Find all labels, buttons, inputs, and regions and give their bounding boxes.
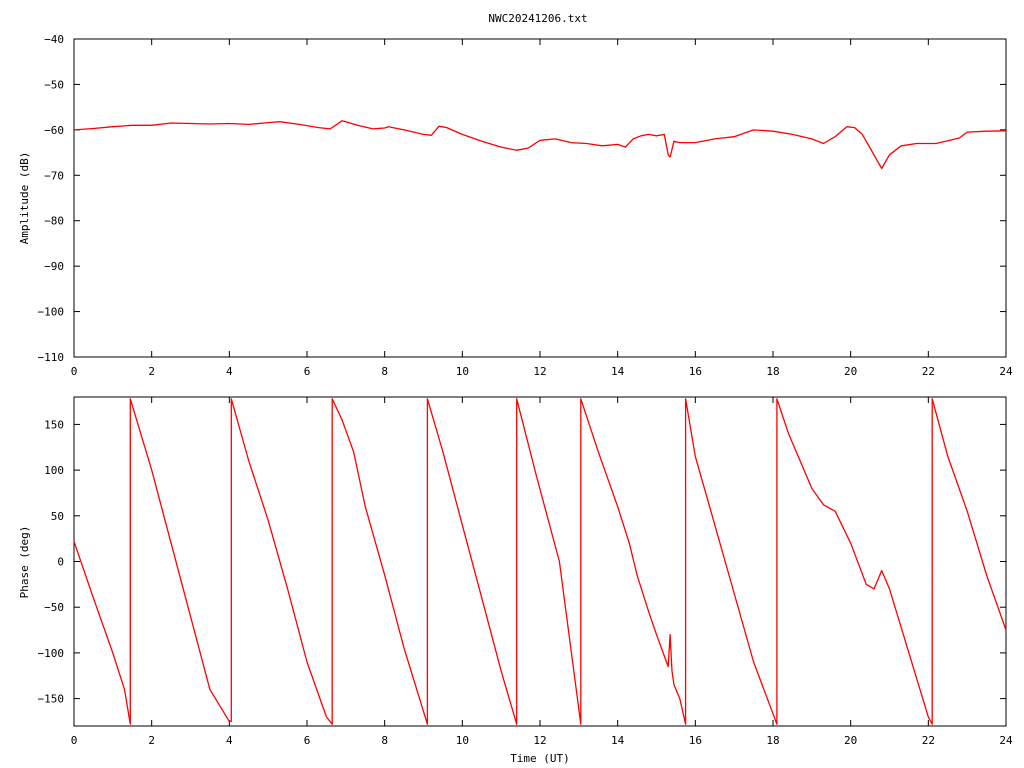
phase-x-tick-label: 24 — [999, 734, 1013, 747]
amplitude-x-tick-label: 24 — [999, 365, 1013, 378]
phase-x-tick-label: 14 — [611, 734, 625, 747]
chart-title: NWC20241206.txt — [488, 12, 587, 25]
amplitude-y-tick-label: −110 — [38, 351, 65, 364]
amplitude-x-tick-label: 18 — [766, 365, 779, 378]
phase-x-tick-label: 22 — [922, 734, 935, 747]
phase-x-tick-label: 6 — [304, 734, 311, 747]
amplitude-panel: Amplitude (dB) 0 2 4 6 8 10 12 14 16 18 20 22 24−110… — [18, 33, 1013, 378]
phase-x-tick-label: 18 — [766, 734, 779, 747]
amplitude-y-tick-label: −40 — [44, 33, 64, 46]
amplitude-y-tick-label: −80 — [44, 215, 64, 228]
amplitude-x-tick-label: 6 — [304, 365, 311, 378]
amplitude-x-tick-label: 4 — [226, 365, 233, 378]
amplitude-x-tick-label: 0 — [71, 365, 78, 378]
phase-y-tick-label: 0 — [57, 556, 64, 569]
amplitude-x-tick-label: 10 — [456, 365, 469, 378]
phase-x-tick-label: 20 — [844, 734, 857, 747]
phase-x-tick-label: 2 — [148, 734, 155, 747]
phase-series — [73, 398, 1007, 725]
amplitude-ticks: 0 2 4 6 8 10 12 14 16 18 20 22 24−110−100−90−80−70−6… — [38, 33, 1013, 378]
phase-y-tick-label: 50 — [51, 510, 64, 523]
amplitude-series-line — [73, 120, 1007, 170]
phase-x-axis-label: Time (UT) — [510, 752, 570, 765]
phase-x-tick-label: 12 — [533, 734, 546, 747]
phase-y-tick-label: 100 — [44, 464, 64, 477]
phase-x-tick-label: 4 — [226, 734, 233, 747]
phase-x-tick-label: 10 — [456, 734, 469, 747]
amplitude-series — [73, 120, 1007, 170]
amplitude-x-tick-label: 2 — [148, 365, 155, 378]
phase-x-tick-label: 8 — [381, 734, 388, 747]
amplitude-x-tick-label: 14 — [611, 365, 625, 378]
amplitude-y-axis-label: Amplitude (dB) — [18, 152, 31, 245]
phase-ticks: 0 2 4 6 8 10 12 14 16 18 20 22 24−150−100−5005010015… — [38, 397, 1013, 747]
phase-x-tick-label: 16 — [689, 734, 702, 747]
phase-y-axis-label: Phase (deg) — [18, 526, 31, 599]
amplitude-y-tick-label: −70 — [44, 169, 64, 182]
amplitude-y-tick-label: −90 — [44, 260, 64, 273]
phase-y-tick-label: −150 — [38, 693, 65, 706]
amplitude-y-tick-label: −60 — [44, 124, 64, 137]
phase-series-line — [73, 398, 1007, 725]
amplitude-x-tick-label: 12 — [533, 365, 546, 378]
amplitude-x-tick-label: 16 — [689, 365, 702, 378]
phase-x-tick-label: 0 — [71, 734, 78, 747]
phase-y-tick-label: 150 — [44, 418, 64, 431]
phase-y-tick-label: −50 — [44, 601, 64, 614]
amplitude-x-tick-label: 22 — [922, 365, 935, 378]
amplitude-y-tick-label: −50 — [44, 78, 64, 91]
amplitude-x-tick-label: 8 — [381, 365, 388, 378]
phase-panel: Phase (deg) Time (UT) 0 2 4 6 8 10 12 14 16 18 20 2… — [18, 396, 1013, 765]
amplitude-y-tick-label: −100 — [38, 306, 65, 319]
phase-y-tick-label: −100 — [38, 647, 65, 660]
amplitude-x-tick-label: 20 — [844, 365, 857, 378]
